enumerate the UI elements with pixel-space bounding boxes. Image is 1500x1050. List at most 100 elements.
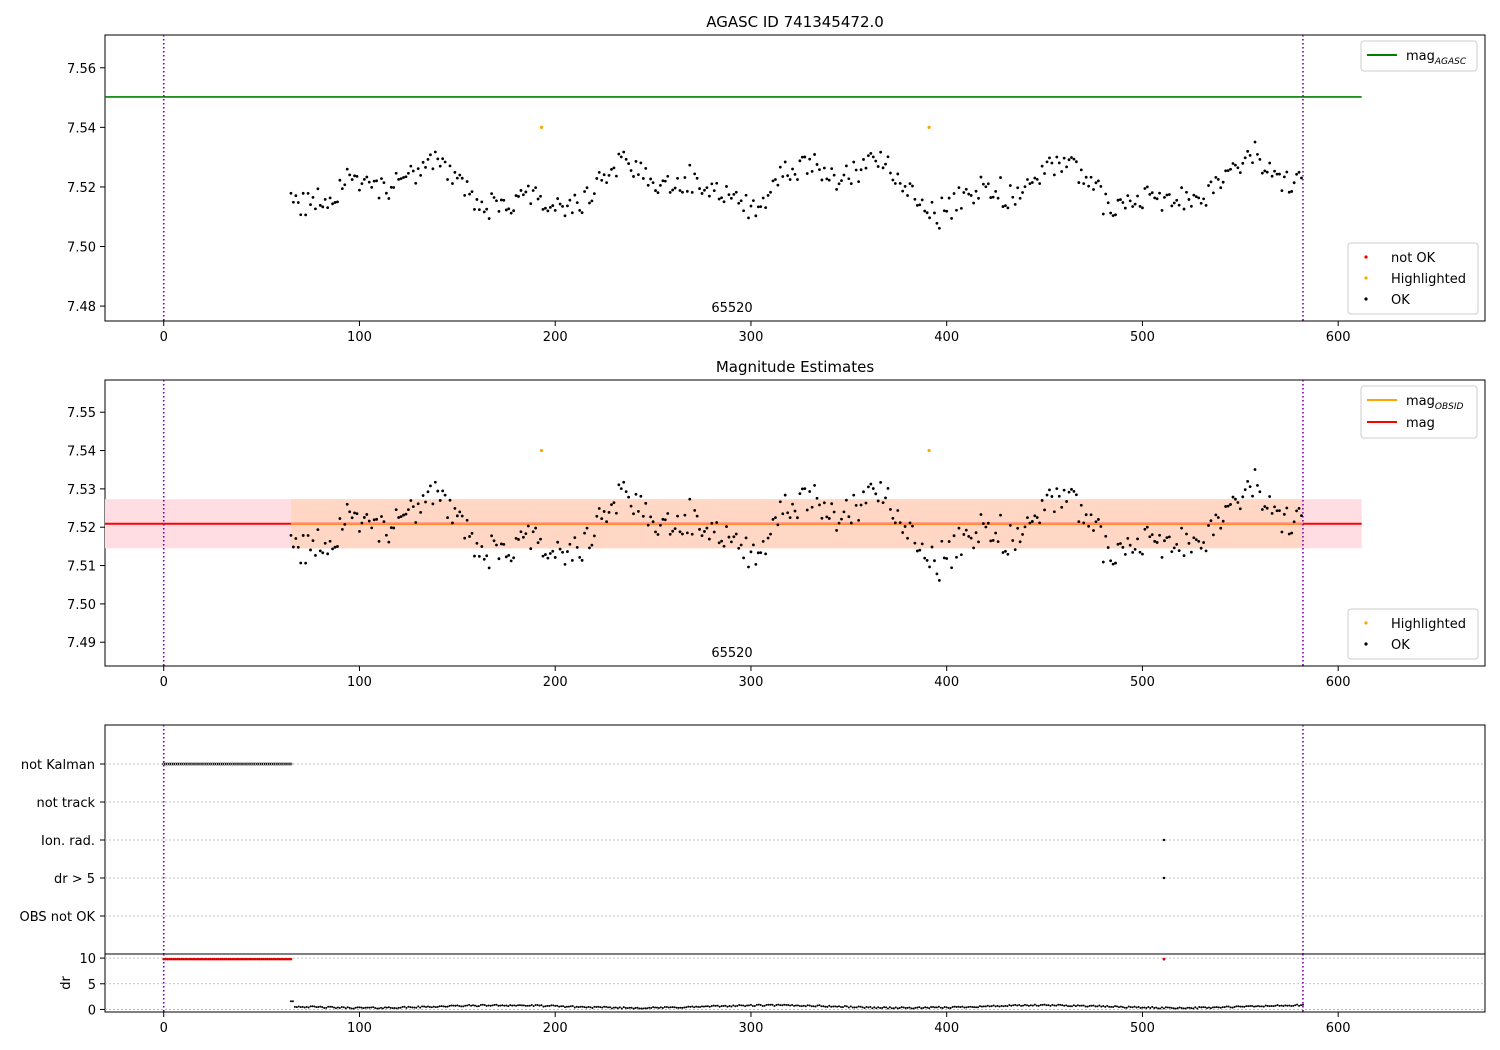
ok-point — [380, 177, 383, 180]
panel4-x-tick-label: 200 — [543, 1021, 568, 1036]
ok-point — [1238, 507, 1242, 511]
ok-point — [1297, 506, 1301, 510]
ok-point — [411, 505, 415, 509]
dr-point — [358, 1006, 361, 1009]
panel2-legend-marker-swatch — [1364, 621, 1368, 625]
ok-point — [463, 194, 467, 197]
dr-point — [401, 1005, 404, 1008]
ok-point — [353, 511, 356, 515]
dr-point — [1254, 1005, 1257, 1008]
dr-point — [826, 1005, 829, 1008]
ok-point — [634, 159, 638, 163]
panel1-legend-box — [1360, 40, 1478, 72]
ok-point — [1084, 513, 1088, 517]
dr-point — [419, 1006, 422, 1009]
ok-point — [1160, 208, 1164, 212]
dr-point — [695, 1005, 698, 1008]
dr-point — [1141, 1006, 1144, 1009]
dr-point — [883, 1006, 886, 1009]
dr-point — [771, 1003, 774, 1006]
highlighted-point — [927, 125, 931, 129]
ok-point — [622, 150, 626, 154]
ok-point — [685, 531, 689, 535]
ok-point — [891, 516, 895, 520]
dr-point — [994, 1005, 997, 1008]
dr-point — [853, 1006, 856, 1009]
dr-point — [458, 1005, 461, 1008]
ok-point — [786, 511, 790, 515]
ok-point — [712, 530, 716, 534]
dr-point — [585, 1006, 588, 1009]
ok-point — [937, 579, 941, 582]
ok-point — [1236, 166, 1240, 170]
dr-point — [693, 1006, 696, 1009]
ok-point — [776, 523, 780, 527]
dr-point — [763, 1004, 766, 1007]
ok-point — [597, 171, 601, 174]
ok-point — [1026, 516, 1029, 520]
ok-point — [1082, 182, 1086, 185]
panel2-y-tick-label: 7.53 — [67, 483, 96, 498]
ok-point — [942, 556, 946, 560]
ok-point — [1055, 155, 1059, 159]
dr-red-point — [240, 957, 244, 961]
dr-point — [892, 1007, 895, 1010]
ok-point — [345, 502, 349, 506]
panel1-marker-legend-box — [1347, 242, 1479, 315]
dr-point — [374, 1006, 377, 1009]
ok-point — [436, 157, 440, 161]
ok-point — [387, 540, 391, 544]
ok-point — [1268, 161, 1272, 165]
ok-point — [695, 176, 699, 180]
panel2-legend-marker-label: OK — [1391, 638, 1410, 653]
ok-point — [1192, 193, 1196, 197]
flag-label: OBS not OK — [20, 910, 96, 925]
dr-point — [706, 1005, 709, 1008]
dr-point — [1014, 1003, 1017, 1006]
dr-red-point — [274, 957, 277, 961]
ok-point — [348, 510, 352, 514]
ok-point — [465, 518, 469, 522]
dr-point — [327, 1005, 330, 1008]
ok-point — [1013, 202, 1017, 206]
dr-point — [779, 1004, 782, 1007]
ok-point — [421, 160, 425, 164]
ok-point — [1021, 191, 1024, 194]
ok-point — [979, 513, 983, 516]
ok-point — [646, 183, 650, 187]
dr-point — [620, 1007, 623, 1010]
dr-point — [624, 1006, 627, 1009]
ok-point — [982, 522, 985, 525]
dr-point — [1290, 1005, 1293, 1008]
dr-point — [681, 1006, 684, 1009]
ok-point — [522, 535, 525, 539]
ok-point — [947, 196, 951, 200]
dr-point — [867, 1006, 870, 1009]
dr-point — [1172, 1007, 1175, 1010]
dr-red-point — [242, 957, 246, 961]
ok-point — [693, 508, 697, 512]
flag-point — [1162, 838, 1166, 842]
ok-point — [756, 551, 760, 555]
dr-point — [1024, 1003, 1026, 1006]
dr-point — [607, 1006, 610, 1009]
ok-point — [688, 497, 692, 501]
ok-point — [659, 184, 662, 187]
dr-point — [407, 1005, 410, 1008]
ok-point — [1072, 489, 1076, 493]
ok-point — [977, 196, 980, 200]
ok-point — [869, 151, 873, 155]
dr-point — [798, 1004, 801, 1007]
dr-point — [982, 1005, 985, 1008]
ok-point — [1077, 520, 1081, 523]
ok-point — [314, 207, 317, 211]
dr-point — [683, 1006, 686, 1009]
dr-point — [812, 1005, 815, 1008]
ok-point — [563, 562, 567, 566]
dr-point — [428, 1006, 431, 1009]
ok-point — [1212, 533, 1215, 537]
ok-point — [898, 521, 902, 525]
dr-point — [454, 1004, 457, 1007]
ok-point — [749, 204, 753, 208]
ok-point — [884, 162, 887, 166]
